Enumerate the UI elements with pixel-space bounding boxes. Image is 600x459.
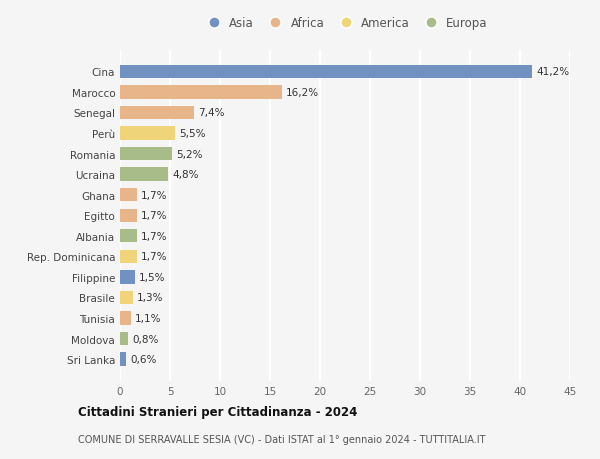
Text: 1,1%: 1,1% [135, 313, 161, 323]
Text: 16,2%: 16,2% [286, 88, 319, 98]
Bar [120, 106, 194, 120]
Text: 5,2%: 5,2% [176, 149, 203, 159]
Text: 1,7%: 1,7% [141, 231, 167, 241]
Text: 4,8%: 4,8% [172, 170, 199, 180]
Text: 1,7%: 1,7% [141, 190, 167, 200]
Bar [120, 271, 135, 284]
Bar [120, 147, 172, 161]
Bar [120, 127, 175, 140]
Bar [120, 291, 133, 304]
Text: 1,7%: 1,7% [141, 211, 167, 221]
Bar [120, 66, 532, 79]
Text: 1,5%: 1,5% [139, 272, 166, 282]
Bar [120, 250, 137, 263]
Text: 0,6%: 0,6% [130, 354, 157, 364]
Bar [120, 312, 131, 325]
Bar [120, 189, 137, 202]
Text: 41,2%: 41,2% [536, 67, 569, 77]
Bar [120, 230, 137, 243]
Legend: Asia, Africa, America, Europa: Asia, Africa, America, Europa [202, 17, 488, 30]
Text: Cittadini Stranieri per Cittadinanza - 2024: Cittadini Stranieri per Cittadinanza - 2… [78, 405, 358, 419]
Bar [120, 168, 168, 181]
Text: COMUNE DI SERRAVALLE SESIA (VC) - Dati ISTAT al 1° gennaio 2024 - TUTTITALIA.IT: COMUNE DI SERRAVALLE SESIA (VC) - Dati I… [78, 434, 485, 443]
Text: 0,8%: 0,8% [132, 334, 158, 344]
Text: 1,3%: 1,3% [137, 293, 163, 303]
Bar [120, 209, 137, 223]
Bar [120, 86, 282, 99]
Bar [120, 332, 128, 346]
Text: 7,4%: 7,4% [198, 108, 224, 118]
Bar [120, 353, 126, 366]
Text: 5,5%: 5,5% [179, 129, 205, 139]
Text: 1,7%: 1,7% [141, 252, 167, 262]
